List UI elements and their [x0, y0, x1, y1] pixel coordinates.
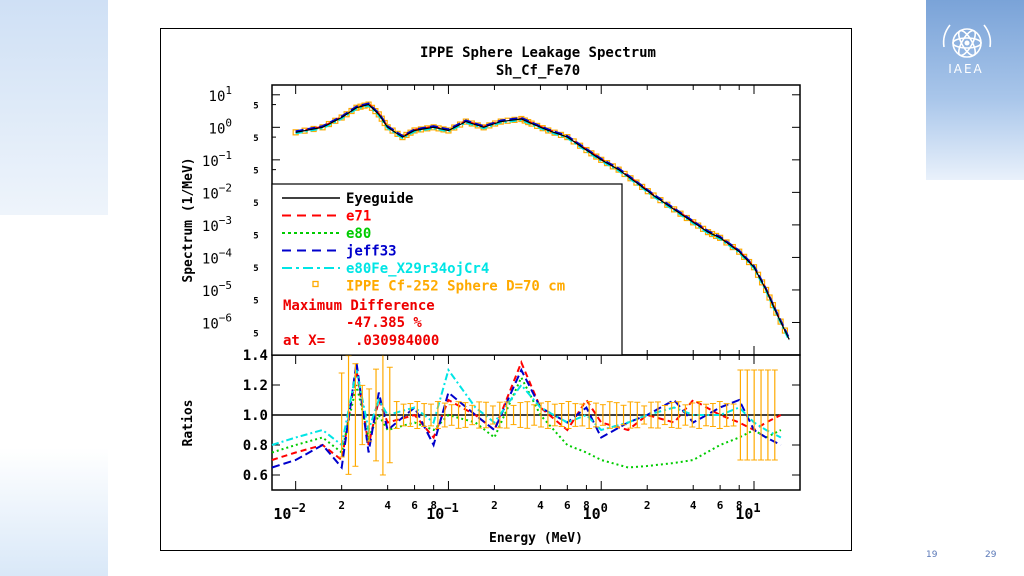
- legend-label: Eyeguide: [346, 191, 413, 207]
- ratio-y-tick-label: 1.0: [243, 408, 268, 424]
- max-difference-at-value: .030984000: [355, 333, 439, 349]
- ratio-error-bars: [338, 354, 778, 476]
- y-minor-label: 5: [253, 232, 258, 242]
- y-tick-label-spectrum: 10−2: [202, 181, 232, 202]
- y-tick-label-spectrum: 10−1: [202, 149, 232, 170]
- experimental-point: [754, 271, 762, 278]
- y-axis-label-spectrum: Spectrum (1/MeV): [181, 157, 196, 282]
- ratio-y-tick-label: 1.2: [243, 378, 268, 394]
- experimental-point: [357, 103, 364, 110]
- spectrum-axis-ticks: 101 5 100 5 10−1 5 10−2 5 10−3 5 10−4 5 10−5 5 10−6 5: [202, 84, 800, 355]
- chart-title: IPPE Sphere Leakage Spectrum: [420, 45, 656, 61]
- logo-text: IAEA: [948, 62, 984, 76]
- experimental-point: [639, 183, 646, 190]
- ratio-plot-area: [271, 354, 801, 491]
- y-minor-label: 5: [253, 297, 258, 307]
- y-tick-label-spectrum: 10−6: [202, 311, 232, 332]
- x-minor-tick-label: 6: [411, 499, 418, 512]
- x-minor-tick-label: 6: [564, 499, 571, 512]
- legend-label: IPPE Cf-252 Sphere D=70 cm: [346, 279, 565, 295]
- legend-label: jeff33: [346, 244, 397, 260]
- y-tick-label-spectrum: 10−3: [202, 214, 232, 235]
- ratio-y-tick-label: 0.8: [243, 438, 268, 454]
- y-tick-label-spectrum: 10−4: [202, 246, 232, 267]
- footer-year: 19: [926, 550, 938, 560]
- x-tick-label: 101: [735, 501, 760, 523]
- leakage-spectrum-chart: IPPE Sphere Leakage Spectrum Sh_Cf_Fe70 …: [181, 45, 801, 546]
- max-difference-label: Maximum Difference: [283, 298, 435, 314]
- legend-box: [271, 183, 623, 356]
- experimental-point: [741, 253, 748, 260]
- x-tick-label: 100: [583, 501, 608, 523]
- x-tick-label: 10−1: [426, 501, 459, 523]
- x-minor-tick-label: 8: [736, 499, 743, 512]
- slide-decoration-left-top: [0, 0, 108, 215]
- x-tick-label: 10−2: [273, 501, 306, 523]
- jeff33-spectrum-line: [295, 102, 791, 339]
- x-minor-tick-label: 8: [583, 499, 590, 512]
- chart-subtitle: Sh_Cf_Fe70: [496, 63, 580, 79]
- ratio-y-tick-label: 0.6: [243, 468, 268, 484]
- y-minor-label: 5: [253, 199, 258, 209]
- slide-decoration-right-top: [926, 0, 1024, 180]
- y-minor-label: 5: [253, 329, 258, 339]
- legend-label: e80Fe_X29r34ojCr4: [346, 261, 489, 277]
- y-minor-label: 5: [253, 264, 258, 274]
- x-minor-tick-label: 6: [717, 499, 724, 512]
- y-tick-label-spectrum: 10−5: [202, 279, 232, 300]
- experimental-point: [389, 127, 396, 134]
- iaea-logo: [942, 24, 992, 58]
- ratio-y-tick-label: 1.4: [243, 348, 268, 364]
- max-difference-value: -47.385 %: [346, 315, 422, 331]
- ratio-series: [271, 359, 782, 470]
- y-minor-label: 5: [253, 102, 258, 112]
- x-minor-tick-label: 4: [537, 499, 544, 512]
- experimental-point: [609, 163, 616, 170]
- x-minor-tick-label: 2: [644, 499, 651, 512]
- y-minor-label: 5: [253, 167, 258, 177]
- y-minor-label: 5: [253, 134, 258, 144]
- spectrum-series: [292, 101, 791, 341]
- max-difference-at-label: at X=: [283, 333, 325, 349]
- legend-marker-experiment: [312, 280, 319, 288]
- legend-label: e71: [346, 209, 371, 225]
- x-minor-tick-label: 2: [338, 499, 345, 512]
- x-axis-label: Energy (MeV): [489, 531, 583, 546]
- eyeguide-spectrum-line: [295, 103, 790, 340]
- slide-decoration-left-bottom: [0, 448, 108, 576]
- x-minor-tick-label: 2: [491, 499, 498, 512]
- page-number: 29: [985, 550, 997, 560]
- y-axis-label-ratios: Ratios: [181, 400, 196, 447]
- y-tick-label-spectrum: 101: [209, 84, 232, 105]
- legend-label: e80: [346, 226, 371, 242]
- x-minor-tick-label: 4: [690, 499, 697, 512]
- y-tick-label-spectrum: 100: [209, 116, 232, 137]
- x-minor-tick-label: 4: [384, 499, 391, 512]
- x-minor-tick-label: 8: [430, 499, 437, 512]
